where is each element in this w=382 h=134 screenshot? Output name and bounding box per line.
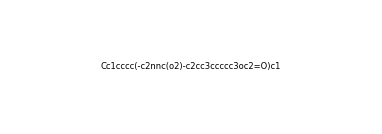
Text: Cc1cccc(-c2nnc(o2)-c2cc3ccccc3oc2=O)c1: Cc1cccc(-c2nnc(o2)-c2cc3ccccc3oc2=O)c1	[101, 62, 281, 72]
